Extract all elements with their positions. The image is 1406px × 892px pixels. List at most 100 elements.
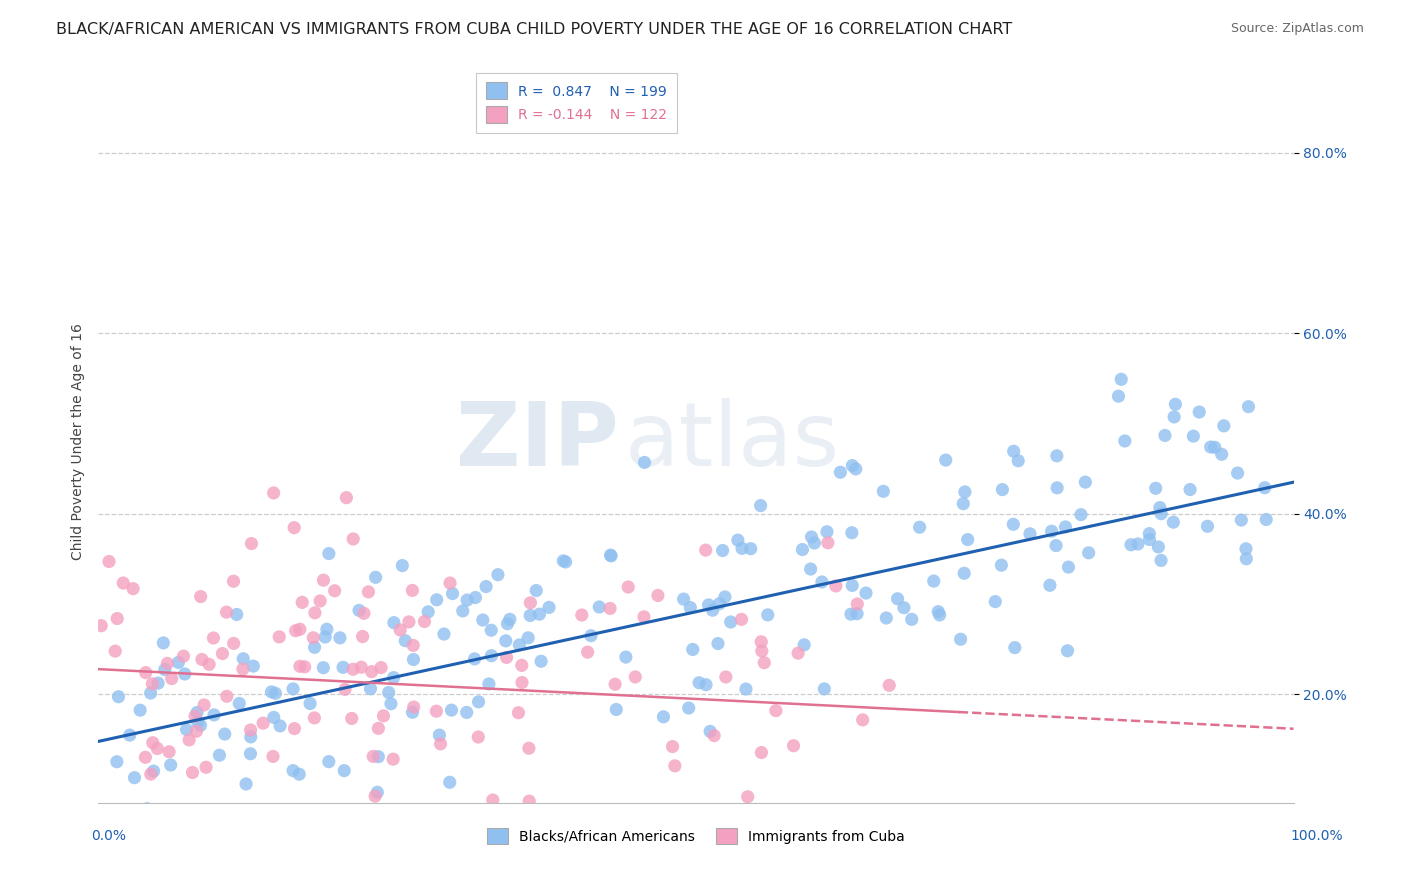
Point	[239, 723, 262, 737]
Point	[475, 580, 498, 594]
Point	[652, 710, 675, 724]
Point	[633, 610, 655, 624]
Point	[242, 659, 264, 673]
Point	[1074, 475, 1097, 490]
Point	[464, 652, 486, 666]
Point	[682, 642, 704, 657]
Point	[481, 793, 503, 807]
Point	[124, 771, 146, 785]
Point	[333, 764, 356, 778]
Point	[198, 657, 221, 672]
Point	[323, 583, 346, 598]
Point	[456, 593, 478, 607]
Point	[599, 601, 621, 615]
Point	[765, 704, 787, 718]
Point	[928, 607, 950, 622]
Point	[160, 672, 183, 686]
Point	[112, 576, 135, 591]
Point	[841, 525, 863, 540]
Text: ZIP: ZIP	[456, 398, 619, 485]
Point	[335, 491, 357, 505]
Point	[1154, 428, 1177, 442]
Point	[439, 775, 461, 789]
Point	[439, 576, 461, 591]
Point	[517, 794, 540, 808]
Point	[304, 640, 326, 655]
Point	[714, 590, 737, 604]
Point	[1211, 447, 1233, 461]
Point	[139, 767, 162, 781]
Point	[456, 706, 478, 720]
Point	[984, 594, 1007, 608]
Point	[129, 703, 152, 717]
Point	[352, 630, 374, 644]
Point	[398, 615, 420, 629]
Point	[304, 711, 326, 725]
Point	[402, 700, 425, 714]
Text: BLACK/AFRICAN AMERICAN VS IMMIGRANTS FROM CUBA CHILD POVERTY UNDER THE AGE OF 16: BLACK/AFRICAN AMERICAN VS IMMIGRANTS FRO…	[56, 22, 1012, 37]
Point	[1234, 541, 1257, 556]
Point	[508, 706, 530, 720]
Text: 0.0%: 0.0%	[91, 829, 127, 843]
Point	[1007, 454, 1029, 468]
Point	[382, 752, 405, 766]
Point	[429, 728, 451, 742]
Point	[752, 841, 775, 855]
Point	[350, 660, 373, 674]
Point	[441, 586, 464, 600]
Point	[688, 675, 710, 690]
Point	[872, 484, 894, 499]
Point	[1234, 551, 1257, 566]
Point	[186, 706, 208, 720]
Point	[800, 530, 823, 544]
Point	[664, 759, 686, 773]
Point	[1126, 537, 1149, 551]
Point	[1040, 524, 1063, 539]
Point	[524, 583, 547, 598]
Point	[990, 558, 1012, 573]
Point	[142, 736, 165, 750]
Point	[813, 681, 835, 696]
Point	[145, 814, 167, 829]
Point	[1057, 560, 1080, 574]
Point	[402, 652, 425, 666]
Point	[281, 681, 304, 696]
Point	[353, 607, 375, 621]
Point	[1056, 644, 1078, 658]
Point	[486, 567, 509, 582]
Point	[1119, 538, 1142, 552]
Point	[195, 760, 218, 774]
Point	[188, 815, 211, 830]
Point	[1046, 481, 1069, 495]
Point	[184, 709, 207, 723]
Point	[711, 543, 734, 558]
Point	[530, 654, 553, 668]
Point	[633, 455, 655, 469]
Point	[1149, 500, 1171, 515]
Point	[173, 649, 195, 664]
Point	[600, 549, 623, 563]
Point	[737, 789, 759, 804]
Point	[360, 681, 382, 696]
Point	[714, 670, 737, 684]
Point	[370, 660, 392, 674]
Point	[156, 657, 179, 671]
Point	[134, 750, 156, 764]
Y-axis label: Child Poverty Under the Age of 16: Child Poverty Under the Age of 16	[70, 323, 84, 560]
Point	[1150, 507, 1173, 521]
Point	[1004, 640, 1026, 655]
Point	[731, 541, 754, 556]
Point	[787, 646, 810, 660]
Point	[678, 701, 700, 715]
Point	[886, 591, 908, 606]
Point	[1054, 520, 1077, 534]
Point	[373, 709, 395, 723]
Point	[479, 624, 502, 638]
Point	[215, 690, 238, 704]
Point	[357, 585, 380, 599]
Point	[159, 758, 181, 772]
Point	[146, 676, 169, 690]
Point	[846, 597, 869, 611]
Point	[222, 574, 245, 589]
Point	[519, 608, 541, 623]
